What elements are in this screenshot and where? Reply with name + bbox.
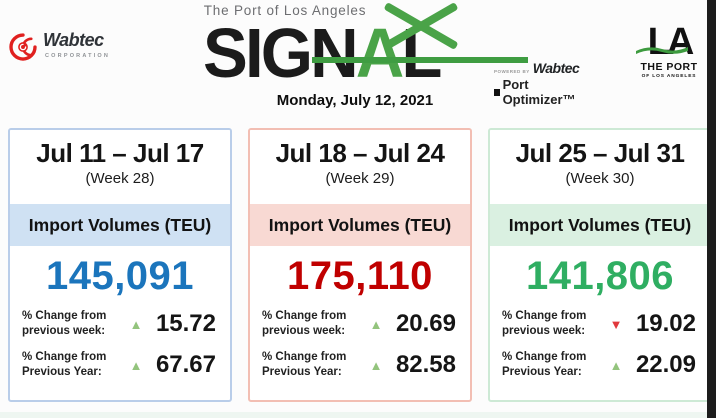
week-28-card: Jul 11 – Jul 17 (Week 28) Import Volumes… <box>8 128 232 402</box>
port-of-la-logo: LA THE PORT OF LOS ANGELES <box>636 21 698 80</box>
weekly-cards: Jul 11 – Jul 17 (Week 28) Import Volumes… <box>8 128 712 402</box>
import-volume-value: 145,091 <box>45 254 195 298</box>
week-30-card: Jul 25 – Jul 31 (Week 30) Import Volumes… <box>488 128 712 402</box>
trend-arrow-icon: ▲ <box>129 357 143 373</box>
import-volume-value: 141,806 <box>525 254 675 298</box>
change-value: 19.02 <box>635 310 696 337</box>
powered-by-block: POWERED BY Wabtec Port Optimizer™ <box>494 60 584 107</box>
metric-label: Import Volumes (TEU) <box>10 204 230 246</box>
change-value: 20.69 <box>395 310 456 337</box>
week-number: (Week 28) <box>85 169 155 187</box>
change-row-week: % Change from previous week: ▲ 15.72 <box>22 310 216 337</box>
la-green-wave-icon <box>636 47 688 54</box>
metric-label: Import Volumes (TEU) <box>490 204 710 246</box>
trend-arrow-icon: ▲ <box>129 316 143 332</box>
date-range: Jul 11 – Jul 17 <box>36 138 204 168</box>
bottom-strip <box>0 412 716 418</box>
change-row-year: % Change from Previous Year: ▲ 22.09 <box>502 351 696 378</box>
trend-arrow-icon: ▲ <box>369 357 383 373</box>
report-date: Monday, July 12, 2021 <box>276 92 434 109</box>
week-number: (Week 29) <box>325 169 395 187</box>
date-range: Jul 25 – Jul 31 <box>515 138 685 168</box>
change-row-year: % Change from Previous Year: ▲ 67.67 <box>22 351 216 378</box>
header: Wabtec CORPORATION The Port of Los Angel… <box>0 0 716 126</box>
signal-horizon-line <box>312 57 528 63</box>
change-value: 67.67 <box>155 351 216 378</box>
port-optimizer-label: Port Optimizer™ <box>502 77 576 107</box>
date-range: Jul 18 – Jul 24 <box>275 138 445 168</box>
trend-arrow-icon: ▼ <box>609 316 623 332</box>
week-29-card: Jul 18 – Jul 24 (Week 29) Import Volumes… <box>248 128 472 402</box>
wabtec-corporation-text: CORPORATION <box>45 53 111 59</box>
the-port-text: THE PORT <box>640 61 698 74</box>
change-value: 15.72 <box>155 310 216 337</box>
change-value: 82.58 <box>395 351 456 378</box>
wabtec-swirl-icon <box>9 33 37 61</box>
signal-accent-letter: A <box>355 14 405 92</box>
change-row-week: % Change from previous week: ▲ 20.69 <box>262 310 456 337</box>
powered-by-brand: Wabtec <box>532 60 580 76</box>
change-row-week: % Change from previous week: ▼ 19.02 <box>502 310 696 337</box>
change-row-year: % Change from Previous Year: ▲ 82.58 <box>262 351 456 378</box>
wabtec-brand-text: Wabtec <box>43 30 104 50</box>
wabtec-corporation-logo: Wabtec CORPORATION <box>8 30 110 62</box>
trend-arrow-icon: ▲ <box>369 316 383 332</box>
screen-edge-bar <box>707 0 716 418</box>
change-value: 22.09 <box>635 351 696 378</box>
week-number: (Week 30) <box>565 169 635 187</box>
trend-arrow-icon: ▲ <box>609 357 623 373</box>
square-bullet-icon <box>494 88 500 96</box>
import-volume-value: 175,110 <box>287 254 433 298</box>
metric-label: Import Volumes (TEU) <box>250 204 470 246</box>
of-los-angeles-text: OF LOS ANGELES <box>641 74 697 80</box>
signal-wordmark: SIGNAL <box>203 14 442 92</box>
port-of-la-kicker: The Port of Los Angeles <box>203 3 367 18</box>
la-initials: LA <box>647 21 695 63</box>
powered-by-label: POWERED BY <box>494 69 530 74</box>
